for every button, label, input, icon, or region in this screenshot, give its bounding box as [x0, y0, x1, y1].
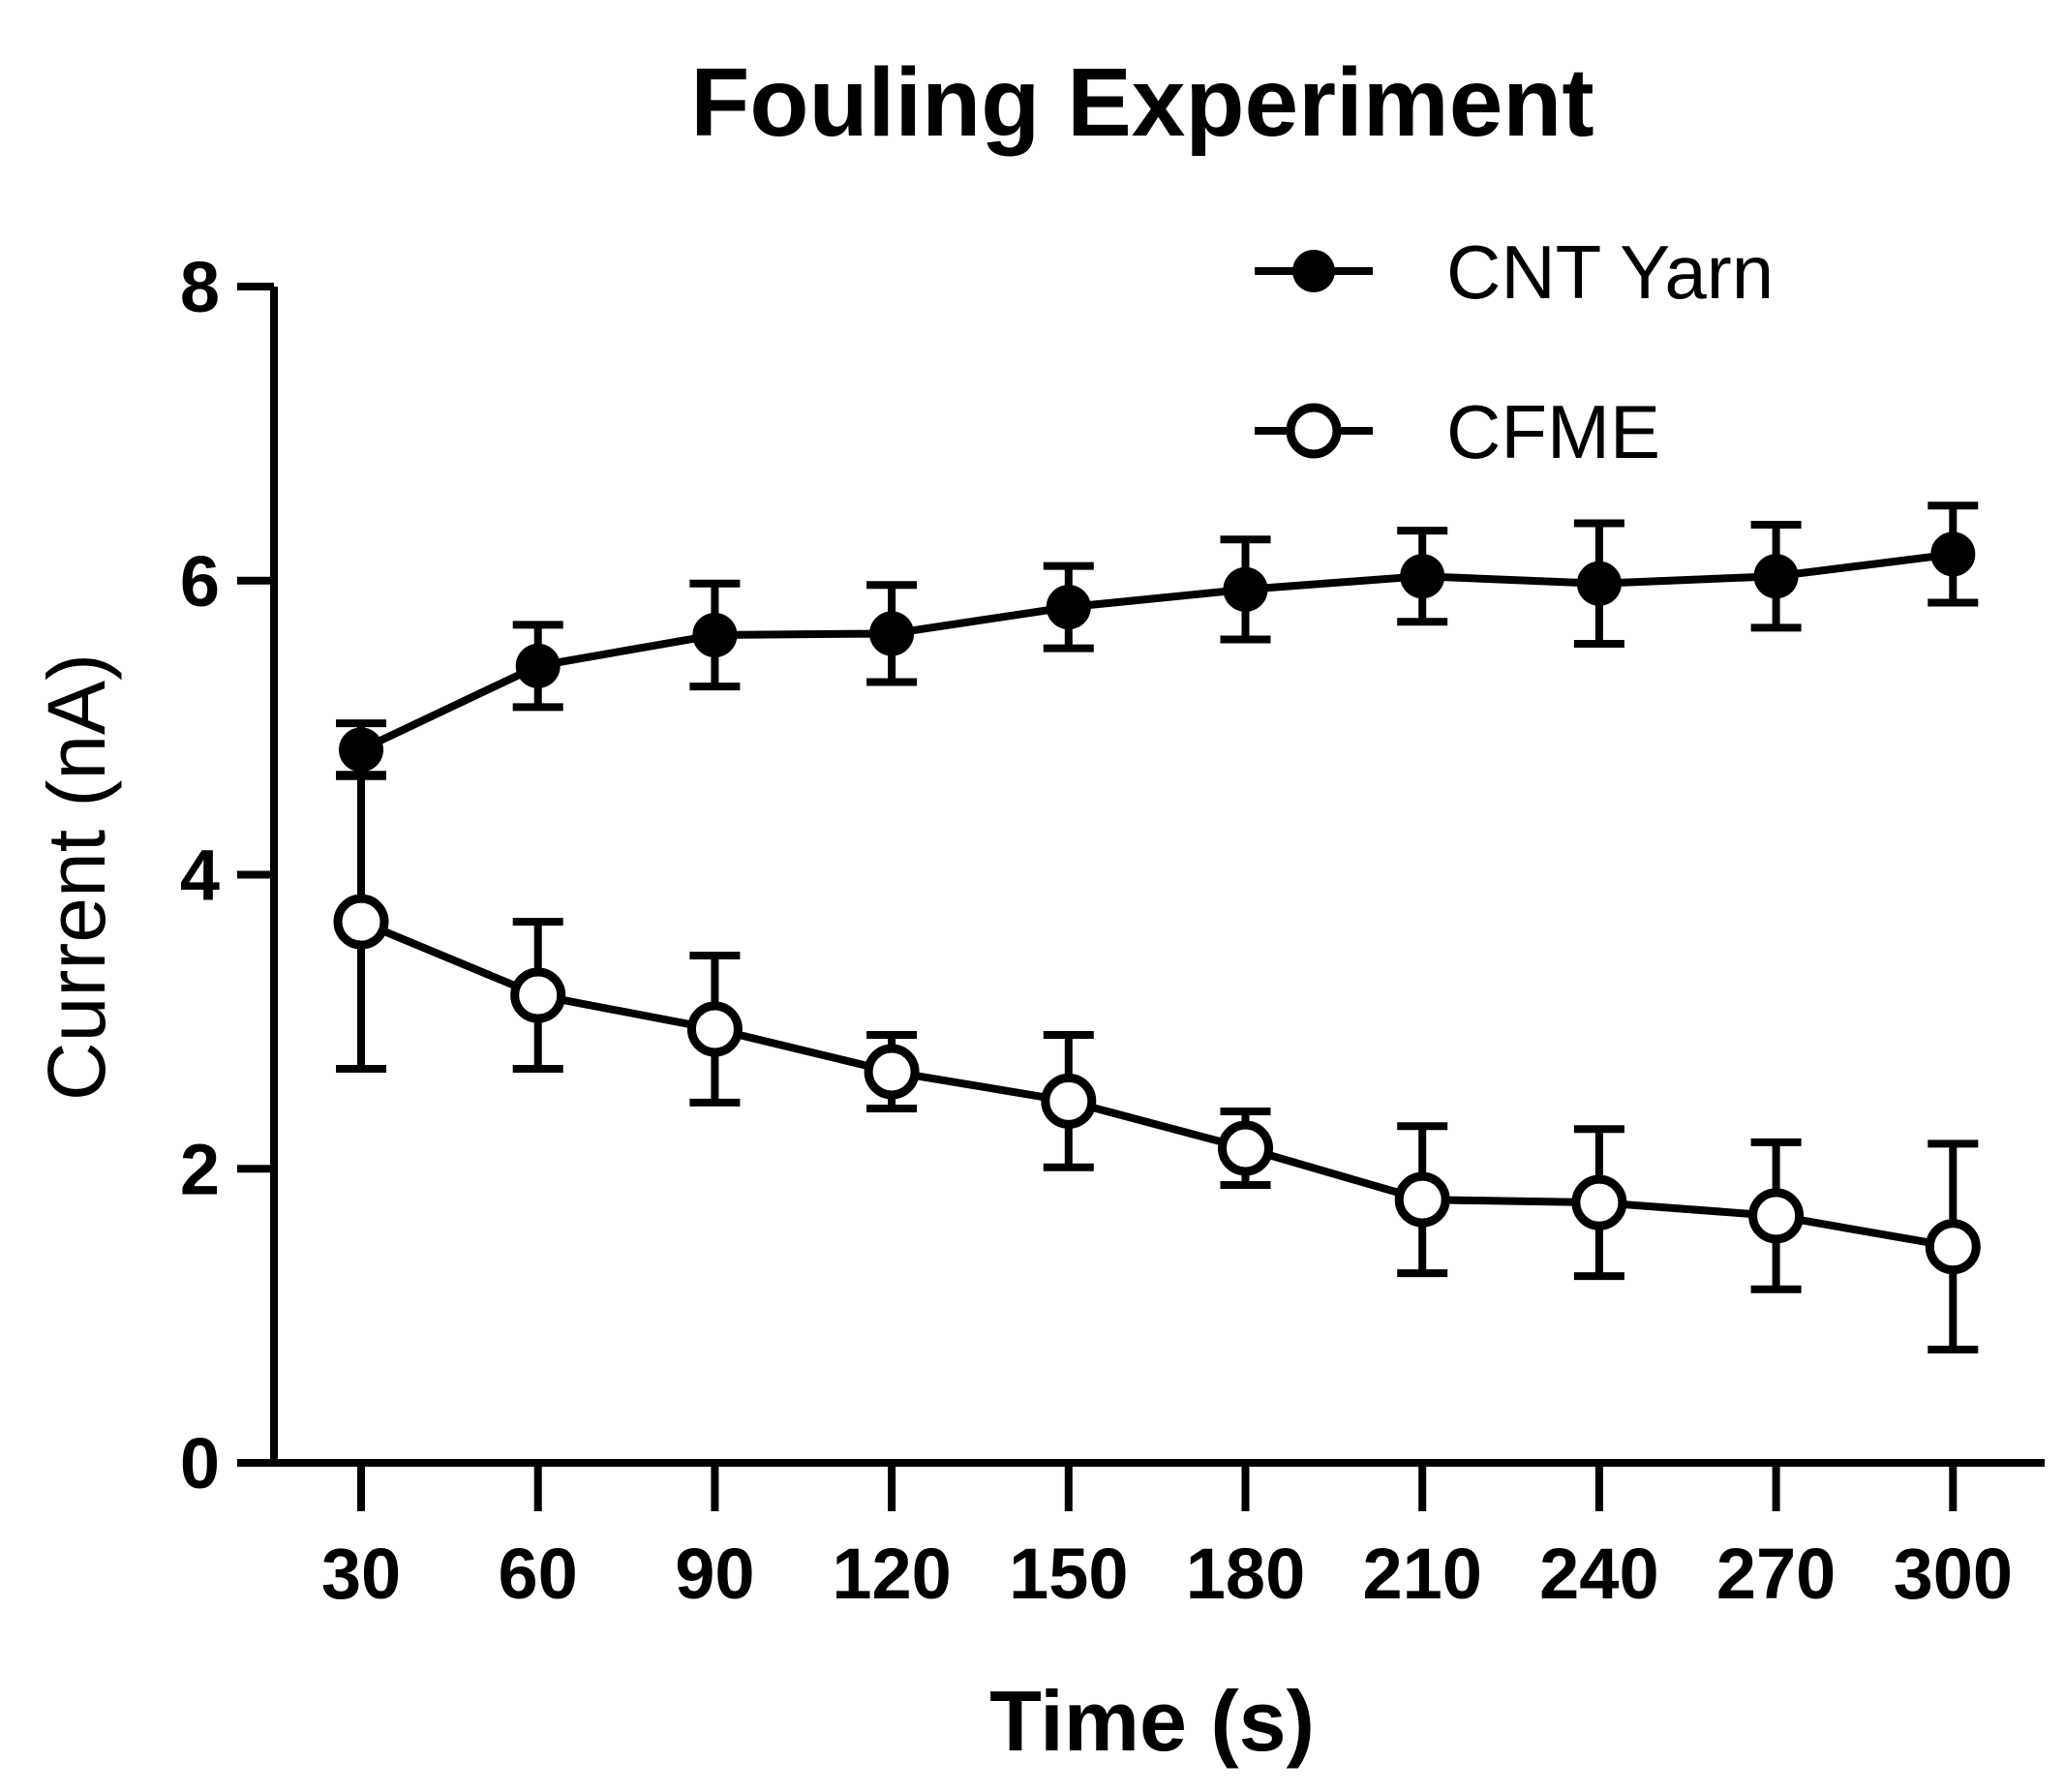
- legend: CNT Yarn CFME: [1255, 229, 1774, 474]
- data-point: [339, 727, 383, 773]
- y-tick-label: 2: [180, 1129, 220, 1209]
- series-line: [359, 918, 1954, 1251]
- data-point: [1400, 554, 1445, 599]
- series-layer: [333, 501, 1981, 1354]
- y-tick-label: 4: [180, 835, 220, 916]
- data-point: [1041, 1073, 1097, 1129]
- data-point: [864, 1044, 920, 1100]
- data-point: [1571, 1174, 1627, 1230]
- legend-marker: [1292, 250, 1335, 292]
- data-point: [1925, 1219, 1981, 1275]
- legend-marker: [1286, 403, 1342, 459]
- data-point: [1394, 1171, 1450, 1228]
- series-line: [359, 550, 1954, 754]
- y-tick-label: 0: [180, 1423, 220, 1503]
- x-axis-title: Time (s): [989, 1673, 1315, 1769]
- y-axis-title: Current (nA): [31, 653, 122, 1101]
- y-tick-label: 6: [180, 541, 220, 622]
- data-point: [1223, 566, 1268, 612]
- data-point: [686, 1001, 743, 1057]
- x-tick-label: 180: [1186, 1534, 1305, 1614]
- data-point: [1748, 1188, 1805, 1244]
- data-point: [510, 967, 566, 1023]
- x-tick-label: 90: [675, 1534, 754, 1614]
- data-point: [1046, 585, 1091, 630]
- series-cnt-yarn: [336, 501, 1979, 780]
- data-point: [692, 612, 738, 657]
- legend-item: CNT Yarn: [1255, 229, 1774, 315]
- x-tick-label: 240: [1539, 1534, 1658, 1614]
- x-tick-label: 60: [499, 1534, 578, 1614]
- legend-label: CNT Yarn: [1446, 229, 1774, 315]
- x-tick-label: 210: [1362, 1534, 1481, 1614]
- x-tick-label: 150: [1009, 1534, 1128, 1614]
- axes: 0 2 4 6 8 30 60 90 120 150 180 210 240 270 300: [180, 247, 2045, 1614]
- data-point: [1930, 532, 1976, 577]
- x-tick-label: 120: [832, 1534, 951, 1614]
- data-point: [1576, 561, 1622, 606]
- legend-label: CFME: [1446, 389, 1660, 474]
- legend-item: CFME: [1255, 389, 1660, 474]
- series-cfme: [333, 771, 1981, 1354]
- x-tick-label: 30: [321, 1534, 401, 1614]
- data-point: [333, 894, 389, 950]
- y-tick-label: 8: [180, 247, 220, 327]
- data-point: [515, 643, 561, 688]
- chart-title: Fouling Experiment: [690, 48, 1594, 157]
- x-tick-label: 300: [1894, 1534, 2013, 1614]
- data-point: [1218, 1120, 1273, 1176]
- data-point: [1753, 554, 1799, 599]
- x-tick-label: 270: [1716, 1534, 1836, 1614]
- data-point: [869, 611, 915, 656]
